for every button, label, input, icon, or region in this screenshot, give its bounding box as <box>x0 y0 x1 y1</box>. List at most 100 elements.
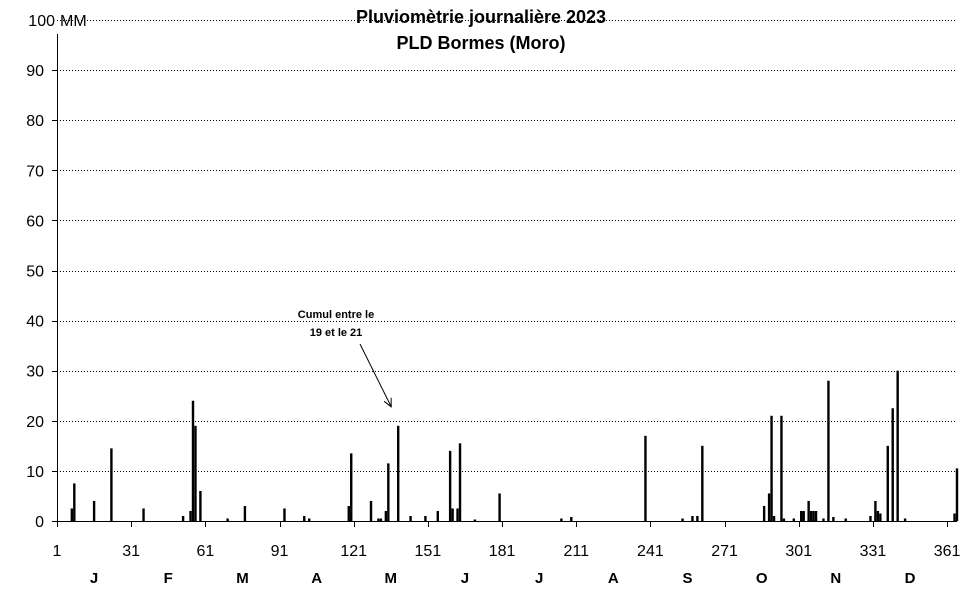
month-label: M <box>385 570 398 587</box>
rainfall-bar <box>473 519 477 521</box>
rainfall-bars <box>70 370 959 521</box>
rainfall-bar <box>876 510 880 521</box>
rainfall-bar <box>809 510 813 521</box>
rainfall-bar <box>953 513 956 521</box>
rainfall-bar <box>844 518 847 521</box>
y-tick-label: 90 <box>26 63 44 80</box>
rainfall-bar <box>696 515 699 521</box>
rainfall-bar <box>458 443 462 521</box>
y-tick-label: 10 <box>26 464 44 481</box>
x-tick-label: 91 <box>271 543 289 560</box>
rainfall-bar <box>814 510 818 521</box>
y-tick-label: 20 <box>26 414 44 431</box>
x-tick-label: 121 <box>340 543 367 560</box>
month-label: F <box>164 570 173 587</box>
rainfall-bar <box>767 493 771 521</box>
rainfall-bar <box>436 510 439 521</box>
x-tick-label: 31 <box>122 543 140 560</box>
y-axis: 0 10 20 30 40 50 60 70 80 90 100 MM <box>26 13 86 531</box>
rainfall-bar <box>377 518 380 521</box>
rainfall-bar <box>832 516 835 521</box>
x-tick-label: 241 <box>637 543 664 560</box>
rainfall-bar <box>448 450 452 521</box>
month-label: J <box>535 570 543 587</box>
rainfall-bar <box>409 515 412 521</box>
rainfall-bar <box>780 415 783 521</box>
rainfall-bar <box>770 415 773 521</box>
rainfall-bar <box>199 490 202 521</box>
rainfall-bar <box>570 516 573 521</box>
rainfall-bar <box>681 518 684 521</box>
y-tick-label: 80 <box>26 113 44 130</box>
rainfall-bar <box>387 463 390 521</box>
rainfall-bar <box>772 515 776 521</box>
y-tick-label: 50 <box>26 264 44 281</box>
rainfall-bar <box>226 518 229 521</box>
rainfall-bar <box>812 510 815 521</box>
rainfall-bar <box>194 425 197 521</box>
y-tick-label: 30 <box>26 364 44 381</box>
month-label: O <box>756 570 768 587</box>
x-axis: 1 31 61 91 121 151 181 211 241 271 301 331 361 <box>53 521 960 560</box>
annotation-arrow-line <box>359 343 392 407</box>
rainfall-bar <box>955 468 959 521</box>
rainfall-bar <box>896 370 899 521</box>
rainfall-bar <box>782 518 786 521</box>
rainfall-bar <box>822 518 825 521</box>
month-label: M <box>236 570 249 587</box>
chart-title-group: Pluviomètrie journalière 2023 PLD Bormes… <box>330 4 632 54</box>
rainfall-bar <box>142 508 145 521</box>
x-tick-label: 151 <box>415 543 442 560</box>
rainfall-bar <box>807 500 810 521</box>
rainfall-bar <box>451 508 454 521</box>
rainfall-bar <box>92 500 96 521</box>
annotation-arrow-head <box>383 397 392 408</box>
annotation-text: Cumul entre le <box>298 309 374 321</box>
rainfall-bar <box>802 510 805 521</box>
rainfall-bar <box>644 435 647 521</box>
rainfall-bar <box>70 508 74 521</box>
rainfall-bar <box>369 500 373 521</box>
month-label: J <box>90 570 98 587</box>
month-label: N <box>830 570 841 587</box>
rainfall-bar <box>891 408 894 521</box>
rainfall-bar <box>560 518 563 521</box>
rainfall-bar <box>191 400 195 521</box>
title-background <box>330 4 632 54</box>
rainfall-bar <box>701 445 704 521</box>
rainfall-bar <box>886 445 889 521</box>
rainfall-bar <box>384 510 388 521</box>
rainfall-bar <box>456 508 459 521</box>
month-label: S <box>682 570 692 587</box>
month-label: A <box>608 570 619 587</box>
chart-subtitle: PLD Bormes (Moro) <box>396 33 565 53</box>
rainfall-bar <box>827 380 830 521</box>
rainfall-bar <box>243 505 247 521</box>
rainfall-bar <box>762 505 766 521</box>
rainfall-bar <box>691 515 694 521</box>
rainfall-bar <box>110 448 113 521</box>
rainfall-bar <box>869 515 872 521</box>
rainfall-bar <box>379 518 383 521</box>
rainfall-bar <box>800 510 803 521</box>
x-tick-label: 301 <box>785 543 812 560</box>
annotation: Cumul entre le 19 et le 21 <box>298 309 392 408</box>
month-label: A <box>311 570 322 587</box>
x-tick-label: 361 <box>934 543 960 560</box>
y-tick-label: 0 <box>35 514 44 531</box>
rainfall-bar <box>308 518 311 521</box>
annotation-text: 19 et le 21 <box>310 327 363 339</box>
y-axis-unit-label: MM <box>60 13 87 30</box>
chart-title: Pluviomètrie journalière 2023 <box>356 7 606 27</box>
rainfall-bar <box>283 508 286 521</box>
x-tick-label: 181 <box>489 543 516 560</box>
rainfall-bar <box>303 515 306 521</box>
rainfall-bar <box>792 518 796 521</box>
grid-lines <box>57 20 957 472</box>
rainfall-bar <box>181 515 185 521</box>
rainfall-bar <box>347 505 350 521</box>
rainfall-bar <box>498 493 501 521</box>
rainfall-bar <box>397 425 400 521</box>
rainfall-bar <box>73 483 76 521</box>
